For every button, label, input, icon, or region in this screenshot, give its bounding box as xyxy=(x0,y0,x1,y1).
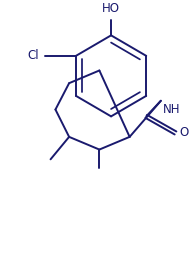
Text: HO: HO xyxy=(102,2,120,15)
Text: O: O xyxy=(179,126,189,139)
Text: NH: NH xyxy=(163,103,180,116)
Text: Cl: Cl xyxy=(27,49,39,62)
